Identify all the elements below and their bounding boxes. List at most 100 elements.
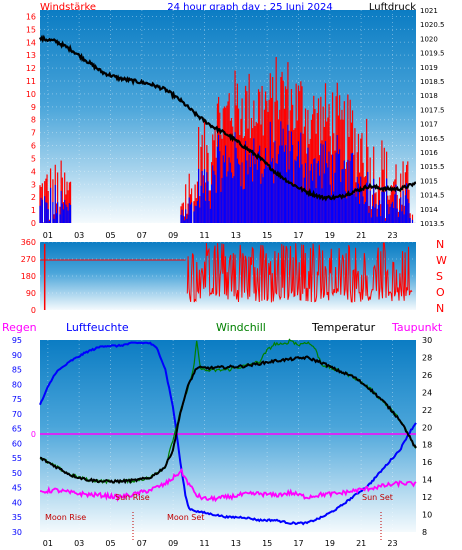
x-tick-label: 19 <box>325 539 335 548</box>
wind-pressure-marks <box>39 34 417 223</box>
temperature-line <box>39 355 417 485</box>
x-tick-label: 05 <box>105 539 115 548</box>
y-right-tick-label: 1014 <box>420 206 438 214</box>
dir-tick-label: 270 <box>21 255 36 264</box>
dir-tick-label: 90 <box>26 289 36 298</box>
left-axis-title: Windstärke <box>40 2 96 13</box>
humidity-tick-label: 35 <box>12 513 22 522</box>
humidity-tick-label: 80 <box>12 380 22 389</box>
x-tick-label: 19 <box>325 231 335 240</box>
x-tick-label: 11 <box>199 231 209 240</box>
legend-temperatur: Temperatur <box>311 321 376 334</box>
y-left-tick-label: 0 <box>31 219 36 228</box>
dir-tick-label: 0 <box>31 306 36 315</box>
temp-humidity-marks <box>39 338 417 526</box>
legend-windchill: Windchill <box>216 321 266 334</box>
dir-compass-label: W <box>436 254 447 267</box>
humidity-tick-label: 60 <box>12 439 22 448</box>
temp-tick-label: 20 <box>422 423 432 432</box>
humidity-tick-label: 55 <box>12 454 22 463</box>
axis-labels: 0123456789101112131415161013.510141014.5… <box>12 7 447 548</box>
dir-compass-label: O <box>436 286 445 299</box>
temp-tick-label: 16 <box>422 458 432 467</box>
y-left-tick-label: 7 <box>31 129 36 138</box>
y-left-tick-label: 2 <box>31 193 36 202</box>
dir-compass-label: N <box>436 302 444 315</box>
x-tick-label: 09 <box>168 539 178 548</box>
humidity-tick-label: 75 <box>12 395 22 404</box>
x-tick-label: 13 <box>231 231 241 240</box>
temp-tick-label: 8 <box>422 528 427 537</box>
y-left-tick-label: 14 <box>26 38 36 47</box>
regen-tick-label: 0 <box>31 430 36 439</box>
y-right-tick-label: 1016 <box>420 149 438 157</box>
wind-direction-trace <box>186 242 413 303</box>
y-left-tick-label: 11 <box>26 77 36 86</box>
x-tick-label: 21 <box>356 539 366 548</box>
y-left-tick-label: 12 <box>26 64 36 73</box>
dewpoint-line <box>40 467 417 503</box>
x-tick-label: 23 <box>387 231 397 240</box>
y-left-tick-label: 13 <box>26 51 36 60</box>
chart-title: 24 hour graph day : 25 Juni 2024 <box>167 2 333 13</box>
y-right-tick-label: 1013.5 <box>420 220 445 228</box>
humidity-tick-label: 85 <box>12 366 22 375</box>
y-left-tick-label: 9 <box>31 103 36 112</box>
pressure-line <box>39 34 417 202</box>
temp-humidity-plot-area <box>40 340 416 532</box>
temp-tick-label: 10 <box>422 511 432 520</box>
x-tick-label: 13 <box>231 539 241 548</box>
x-tick-label: 07 <box>137 231 147 240</box>
y-right-tick-label: 1020.5 <box>420 21 445 29</box>
moon-set-label: Moon Set <box>167 513 204 522</box>
x-tick-label: 21 <box>356 231 366 240</box>
temp-tick-label: 18 <box>422 441 432 450</box>
y-left-tick-label: 6 <box>31 142 36 151</box>
y-right-tick-label: 1020 <box>420 35 438 43</box>
humidity-line <box>39 341 417 526</box>
y-right-tick-label: 1017 <box>420 121 438 129</box>
y-left-tick-label: 10 <box>26 90 36 99</box>
legend-luftfeuchte: Luftfeuchte <box>66 321 129 334</box>
dir-compass-label: S <box>436 270 443 283</box>
x-tick-label: 03 <box>74 231 84 240</box>
legend-taupunkt: Taupunkt <box>391 321 443 334</box>
temp-tick-label: 22 <box>422 406 432 415</box>
humidity-tick-label: 50 <box>12 469 22 478</box>
y-left-tick-label: 4 <box>31 167 36 176</box>
y-right-tick-label: 1015.5 <box>420 163 445 171</box>
dir-tick-label: 360 <box>21 238 36 247</box>
y-right-tick-label: 1014.5 <box>420 192 445 200</box>
x-tick-label: 15 <box>262 231 272 240</box>
dir-tick-label: 180 <box>21 272 36 281</box>
temp-tick-label: 26 <box>422 371 432 380</box>
y-left-tick-label: 1 <box>31 206 36 215</box>
humidity-tick-label: 70 <box>12 410 22 419</box>
legend-regen: Regen <box>2 321 37 334</box>
y-left-tick-label: 3 <box>31 180 36 189</box>
y-left-tick-label: 8 <box>31 116 36 125</box>
humidity-tick-label: 40 <box>12 498 22 507</box>
y-right-tick-label: 1016.5 <box>420 135 445 143</box>
x-tick-label: 03 <box>74 539 84 548</box>
y-right-tick-label: 1018 <box>420 92 438 100</box>
sun-set-label: Sun Set <box>362 493 393 502</box>
y-right-tick-label: 1015 <box>420 177 438 185</box>
sun-rise-label: Sun Rise <box>115 493 150 502</box>
x-tick-label: 17 <box>293 539 303 548</box>
humidity-tick-label: 90 <box>12 351 22 360</box>
humidity-tick-label: 65 <box>12 425 22 434</box>
dir-compass-label: N <box>436 238 444 251</box>
humidity-tick-label: 45 <box>12 484 22 493</box>
moon-rise-label: Moon Rise <box>45 513 86 522</box>
x-tick-label: 01 <box>43 231 53 240</box>
y-left-tick-label: 5 <box>31 154 36 163</box>
windchill-line <box>39 338 417 485</box>
x-tick-label: 07 <box>137 539 147 548</box>
x-tick-label: 01 <box>43 539 53 548</box>
humidity-tick-label: 30 <box>12 528 22 537</box>
x-tick-label: 23 <box>387 539 397 548</box>
y-right-tick-label: 1019 <box>420 64 438 72</box>
